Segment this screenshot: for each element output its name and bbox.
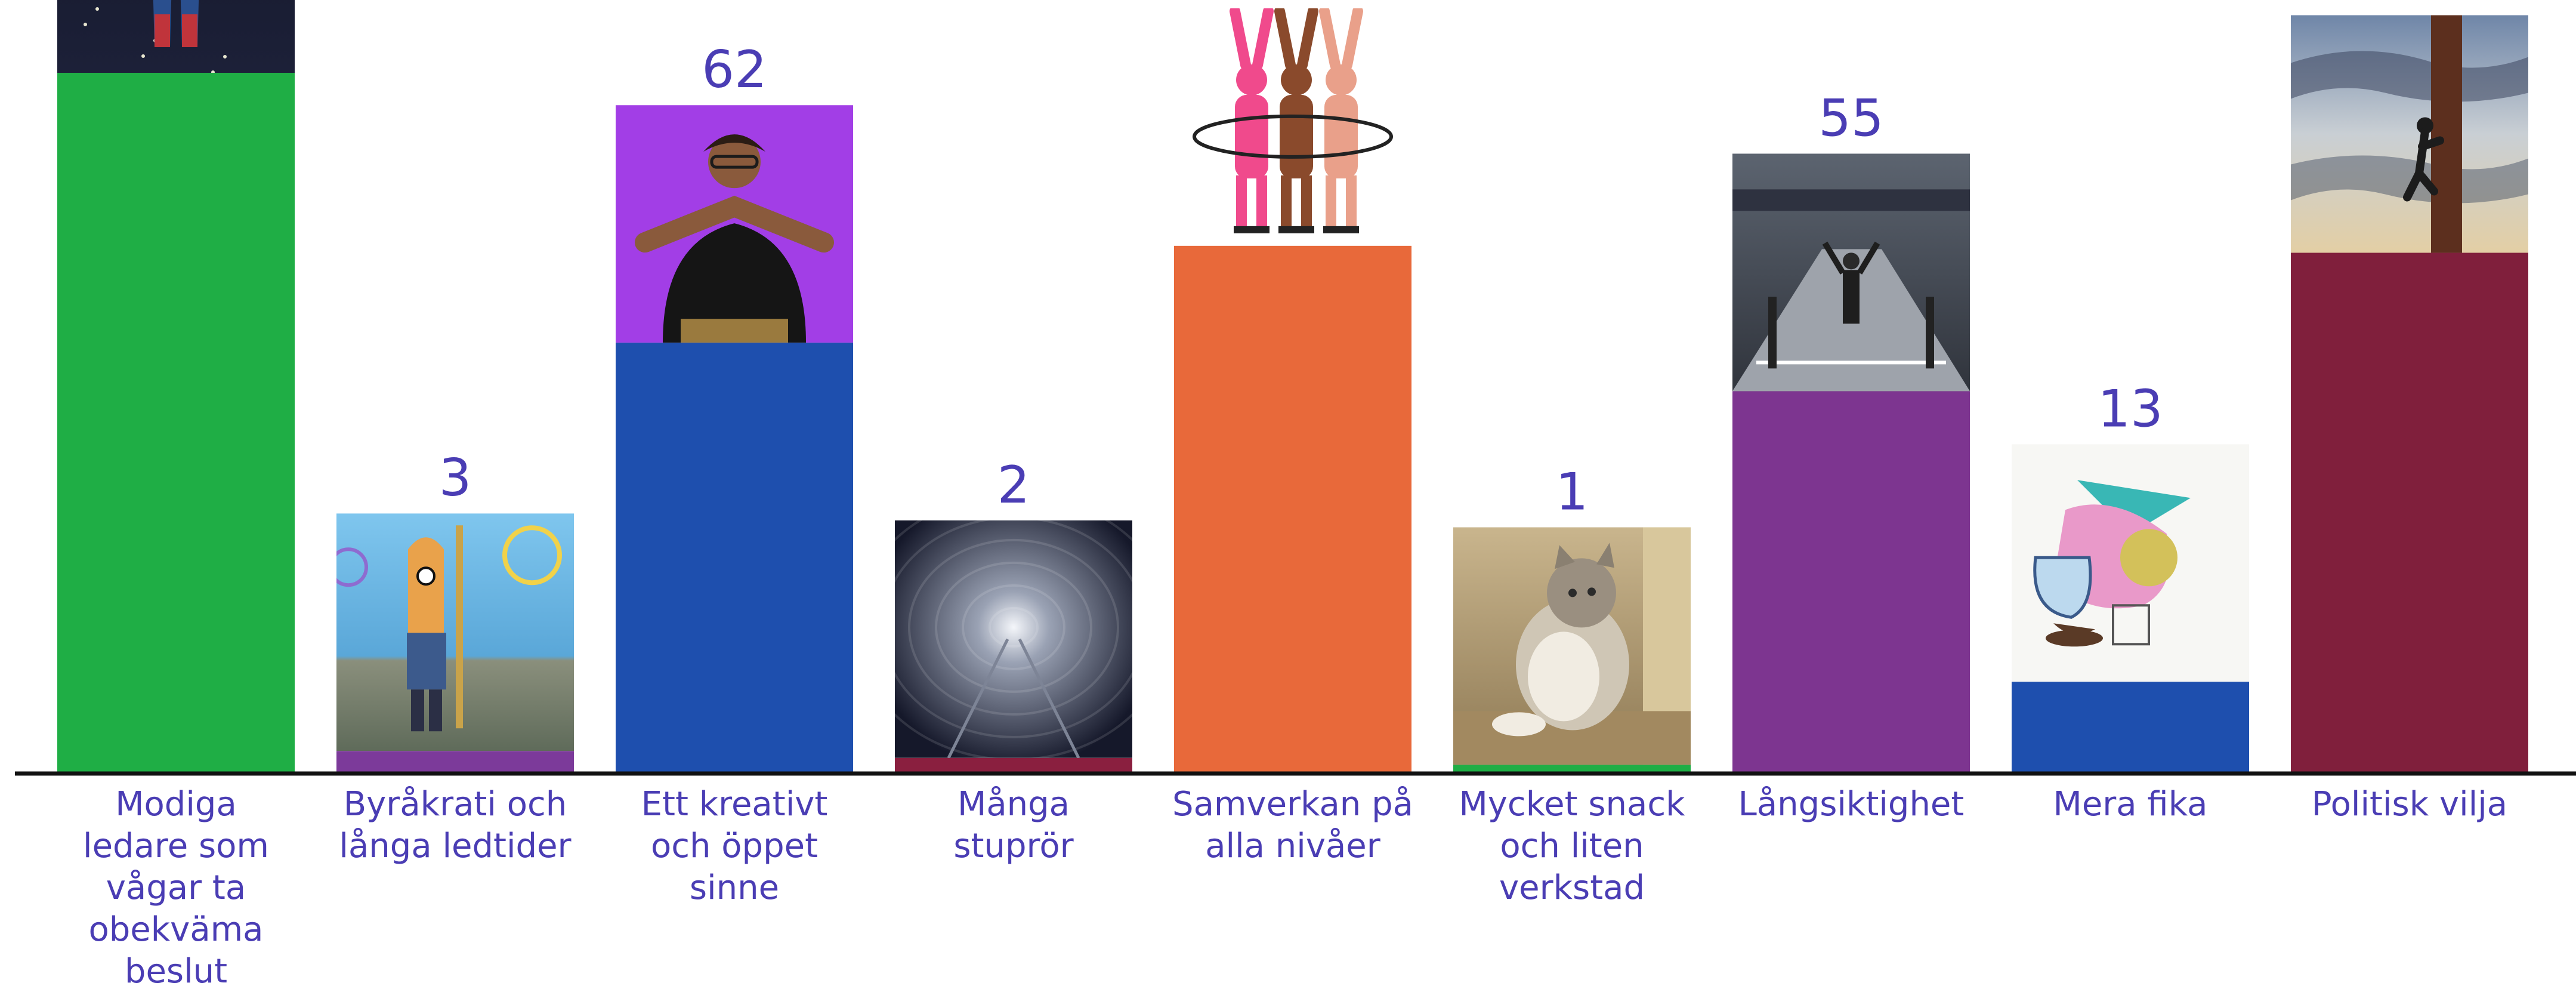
category-label: sinne bbox=[690, 868, 779, 907]
category-label: Ett kreativt bbox=[641, 785, 828, 824]
value-label: 13 bbox=[2098, 379, 2163, 439]
category-label: Mera fika bbox=[2053, 785, 2208, 824]
bar-3 bbox=[616, 343, 853, 772]
value-label: 55 bbox=[1818, 88, 1883, 148]
cartoon-character-image bbox=[336, 513, 574, 751]
superhero-image bbox=[57, 0, 295, 73]
finish-line-image bbox=[1732, 153, 1970, 392]
value-label: 2 bbox=[997, 455, 1030, 515]
climber-image bbox=[2291, 15, 2528, 253]
category-label: verkstad bbox=[1499, 868, 1645, 907]
category-label: Modiga bbox=[115, 785, 237, 824]
tunnel-image bbox=[895, 520, 1132, 758]
bar-1 bbox=[57, 73, 295, 772]
value-label: 62 bbox=[702, 40, 767, 100]
category-label: Politisk vilja bbox=[2312, 785, 2507, 824]
category-label: obekväma bbox=[88, 910, 263, 949]
value-label: 76 bbox=[1260, 0, 1325, 3]
category-label: stuprör bbox=[953, 827, 1074, 865]
category-label: ledare som bbox=[83, 827, 269, 865]
cat-image bbox=[1453, 527, 1691, 765]
value-label: 75 bbox=[2377, 0, 2442, 10]
category-label: Många bbox=[957, 785, 1070, 824]
category-label: vågar ta bbox=[106, 868, 246, 907]
bar-9 bbox=[2291, 252, 2528, 772]
category-label: och liten bbox=[1500, 827, 1644, 865]
bar-7 bbox=[1732, 391, 1970, 772]
bar-4 bbox=[895, 757, 1132, 772]
category-label: beslut bbox=[125, 952, 227, 989]
category-label: Mycket snack bbox=[1459, 785, 1685, 824]
bar-5 bbox=[1174, 245, 1411, 772]
value-label: 1 bbox=[1556, 462, 1589, 522]
category-label: och öppet bbox=[651, 827, 818, 865]
category-label: Samverkan på bbox=[1172, 785, 1413, 824]
bar-6 bbox=[1453, 765, 1691, 772]
category-label: långa ledtider bbox=[339, 827, 572, 865]
category-label: Långsiktighet bbox=[1738, 785, 1965, 824]
category-label: alla nivåer bbox=[1205, 827, 1381, 865]
pouring-coffee-image bbox=[2012, 444, 2249, 682]
dancers-image bbox=[1193, 8, 1393, 233]
category-label: Byråkrati och bbox=[344, 785, 567, 824]
sign-language-image bbox=[616, 105, 853, 343]
bar-8 bbox=[2012, 682, 2249, 772]
value-label: 3 bbox=[439, 448, 472, 508]
bar-2 bbox=[336, 751, 574, 772]
